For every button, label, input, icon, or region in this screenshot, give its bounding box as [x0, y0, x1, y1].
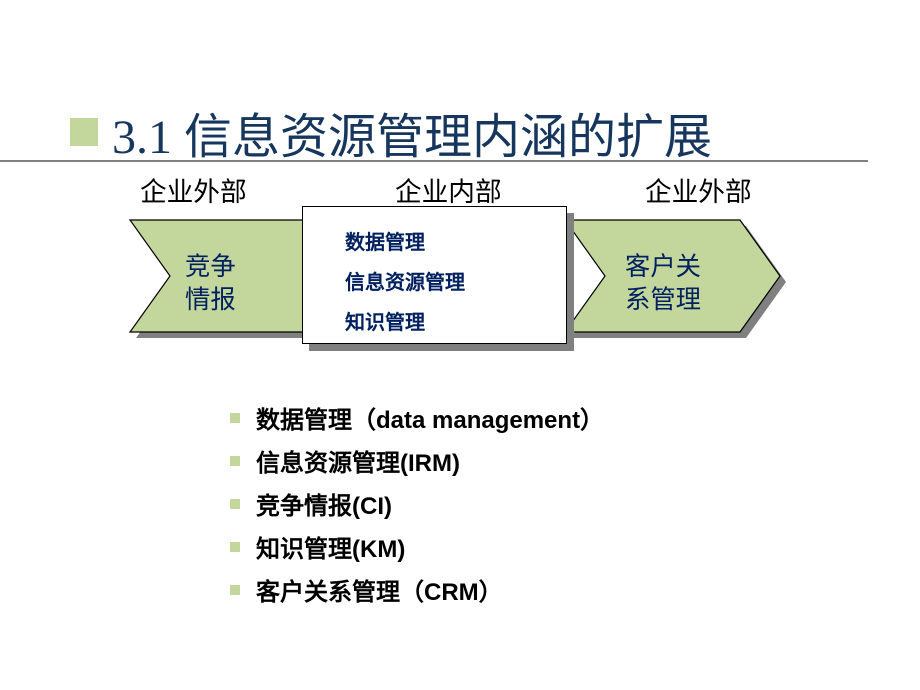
bullet-marker-icon	[230, 456, 240, 466]
diagram-top-label: 企业内部	[395, 170, 502, 209]
center-box-line: 信息资源管理	[345, 263, 465, 303]
center-box: 数据管理信息资源管理知识管理	[302, 206, 567, 344]
bullet-text: 数据管理（data management）	[256, 400, 604, 435]
bullet-marker-icon	[230, 499, 240, 509]
bullet-item: 竞争情报(CI)	[230, 486, 604, 521]
title-accent	[0, 104, 112, 160]
title-row: 3.1 信息资源管理内涵的扩展	[0, 97, 920, 167]
title-underline	[0, 160, 868, 162]
center-box-text: 数据管理信息资源管理知识管理	[345, 223, 465, 343]
bullet-item: 信息资源管理(IRM)	[230, 443, 604, 478]
bullet-marker-icon	[230, 585, 240, 595]
diagram: 企业外部 企业内部 企业外部 竞争 情报 客户关 系管理 数据管理信息资源管理知识管…	[130, 170, 810, 360]
slide-title: 3.1 信息资源管理内涵的扩展	[112, 97, 712, 167]
diagram-top-label: 企业外部	[140, 170, 247, 209]
bullet-text: 竞争情报(CI)	[256, 486, 392, 521]
bullet-marker-icon	[230, 413, 240, 423]
bullet-list: 数据管理（data management） 信息资源管理(IRM) 竞争情报(CI)…	[230, 400, 604, 615]
bullet-item: 客户关系管理（CRM）	[230, 572, 604, 607]
center-box-line: 数据管理	[345, 223, 465, 263]
slide: 3.1 信息资源管理内涵的扩展 企业外部 企业内部 企业外部 竞争 情报 客户关 系…	[0, 0, 920, 690]
bullet-marker-icon	[230, 542, 240, 552]
accent-square-icon	[70, 118, 98, 146]
diagram-top-label: 企业外部	[645, 170, 752, 209]
bullet-text: 信息资源管理(IRM)	[256, 443, 460, 478]
left-arrow-label: 竞争 情报	[185, 251, 236, 317]
bullet-item: 知识管理(KM)	[230, 529, 604, 564]
bullet-text: 客户关系管理（CRM）	[256, 572, 503, 607]
right-arrow: 客户关 系管理	[565, 220, 780, 332]
bullet-item: 数据管理（data management）	[230, 400, 604, 435]
right-arrow-label: 客户关 系管理	[625, 251, 701, 317]
bullet-text: 知识管理(KM)	[256, 529, 405, 564]
center-box-line: 知识管理	[345, 303, 465, 343]
